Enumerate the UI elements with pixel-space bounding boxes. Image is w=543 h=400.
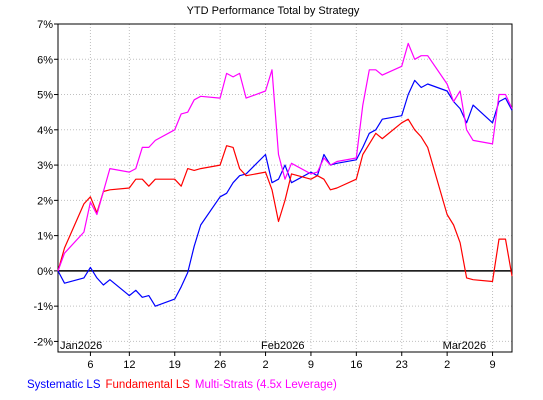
x-tick-label: 6 <box>87 359 93 371</box>
y-tick-label: 1% <box>37 231 53 243</box>
y-tick-label: 2% <box>37 195 53 207</box>
legend-entry: Systematic LS <box>27 379 101 391</box>
x-tick-label: 23 <box>396 359 408 371</box>
x-tick-label: 9 <box>489 359 495 371</box>
x-tick-label: 9 <box>308 359 314 371</box>
x-tick-label: 26 <box>214 359 226 371</box>
legend-entry: Fundamental LS <box>106 379 191 391</box>
y-tick-label: 4% <box>37 125 53 137</box>
y-tick-label: 3% <box>37 160 53 172</box>
y-tick-label: 5% <box>37 90 53 102</box>
x-tick-label: 2 <box>262 359 268 371</box>
y-tick-label: -2% <box>33 336 53 348</box>
x-tick-label: 2 <box>444 359 450 371</box>
grid <box>58 23 512 352</box>
x-tick-label: 16 <box>350 359 362 371</box>
series-line-multi-strats-4-5x-leverage <box>57 42 513 272</box>
y-tick-label: -1% <box>33 301 53 313</box>
series-lines <box>57 42 513 307</box>
legend-entry: Multi-Strats (4.5x Leverage) <box>195 379 337 391</box>
period-label: Jan2026 <box>60 340 102 352</box>
y-tick-label: 6% <box>37 54 53 66</box>
series-line-systematic-ls <box>57 79 513 307</box>
axes: 7% 6% 5% 4% 3% 2% 1% 0% -1% -2% 6 12 19 26 2 9 16 23 2 9 Jan… <box>33 19 512 371</box>
period-label: Mar2026 <box>443 340 486 352</box>
series-line-fundamental-ls <box>57 118 513 283</box>
y-tick-label: 7% <box>37 19 53 31</box>
plot-frame <box>57 23 513 353</box>
y-tick-label: 0% <box>37 266 53 278</box>
legend: Systematic LS Fundamental LS Multi-Strats … <box>27 379 337 391</box>
chart-title: YTD Performance Total by Strategy <box>187 5 360 17</box>
x-tick-label: 12 <box>123 359 135 371</box>
x-tick-label: 19 <box>169 359 181 371</box>
period-label: Feb2026 <box>261 340 304 352</box>
